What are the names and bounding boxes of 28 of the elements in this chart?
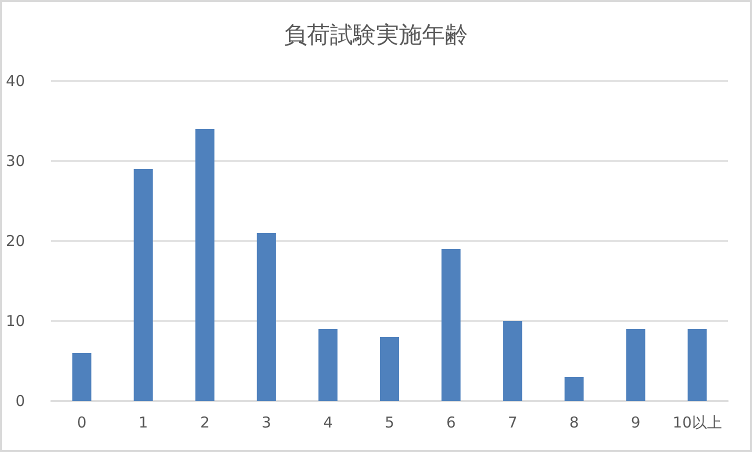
bar [442, 249, 461, 401]
bar [564, 377, 584, 401]
y-tick-label: 0 [15, 392, 25, 410]
bar [503, 321, 522, 401]
x-tick-label: 7 [508, 414, 518, 432]
bar [626, 329, 646, 401]
x-tick-label: 5 [384, 414, 394, 432]
x-tick-label: 8 [569, 414, 579, 432]
x-tick-label: 0 [77, 414, 87, 432]
y-tick-label: 20 [6, 232, 25, 250]
x-tick-label: 9 [630, 414, 640, 432]
bar [688, 329, 707, 401]
bar [195, 129, 214, 401]
bar [380, 337, 400, 401]
x-tick-label: 1 [138, 414, 148, 432]
chart-title: 負荷試験実施年齢 [284, 22, 468, 48]
y-tick-label: 30 [6, 152, 25, 170]
x-tick-label: 2 [200, 414, 210, 432]
bar [134, 169, 153, 401]
x-tick-label: 10以上 [672, 414, 722, 432]
x-tick-label: 6 [446, 414, 456, 432]
y-tick-label: 40 [6, 72, 25, 90]
bar [256, 233, 276, 401]
x-tick-label: 3 [262, 414, 272, 432]
x-tick-label: 4 [323, 414, 333, 432]
bar [318, 329, 338, 401]
y-tick-label: 10 [6, 312, 25, 330]
bar [72, 353, 92, 401]
